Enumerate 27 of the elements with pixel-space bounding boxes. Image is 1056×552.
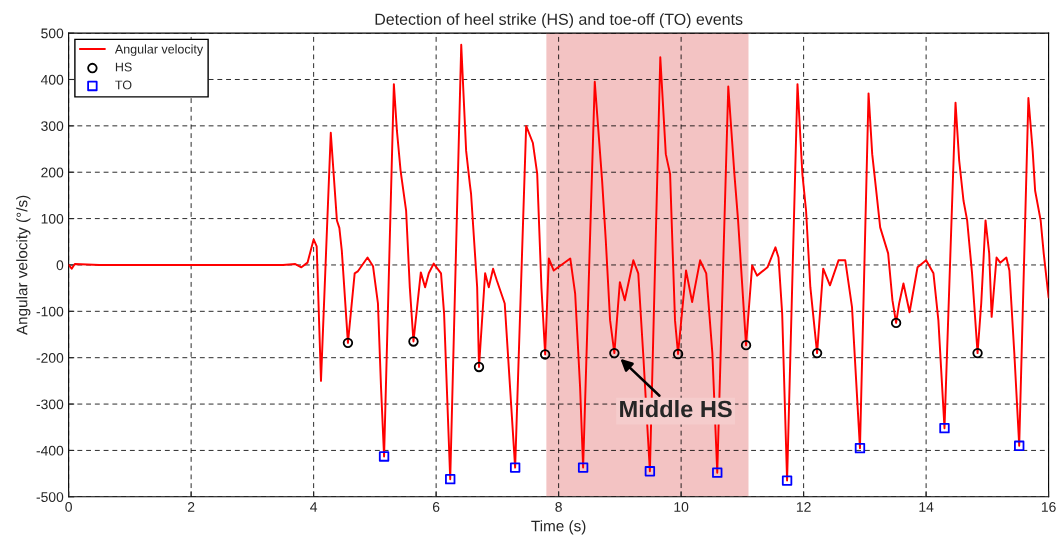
y-tick-label: -100 (36, 306, 64, 317)
y-tick-label: 200 (41, 167, 64, 178)
y-tick-label: 100 (41, 213, 64, 224)
x-tick-label: 14 (919, 502, 934, 512)
y-tick-label: -500 (36, 492, 64, 502)
y-tick-label: 400 (40, 74, 64, 85)
y-axis-title: Angular velocity (°/s) (16, 195, 31, 336)
x-tick-label: 0 (65, 502, 72, 512)
y-tick-label: -200 (36, 353, 64, 363)
x-tick-label: 12 (796, 502, 811, 512)
y-tick-label: 300 (41, 121, 64, 132)
y-tick-label: 0 (56, 260, 64, 271)
x-tick-label: 10 (674, 502, 689, 512)
legend-label: Angular velocity (114, 44, 204, 57)
chart-title: Detection of heel strike (HS) and toe-off (TO) events (375, 13, 743, 29)
y-tick-label: -300 (36, 399, 64, 410)
x-axis-title: Time (s) (531, 520, 586, 535)
x-tick-label: 8 (555, 502, 562, 512)
legend-label: TO (115, 80, 132, 90)
legend-label: HS (115, 62, 132, 72)
x-tick-label: 16 (1041, 502, 1056, 512)
x-tick-label: 2 (187, 502, 195, 512)
annotation: Middle HS (620, 400, 732, 418)
x-tick-label: 6 (432, 502, 440, 512)
x-tick-label: 4 (310, 502, 318, 512)
y-tick-label: -400 (36, 445, 64, 456)
y-tick-label: 500 (41, 28, 64, 39)
